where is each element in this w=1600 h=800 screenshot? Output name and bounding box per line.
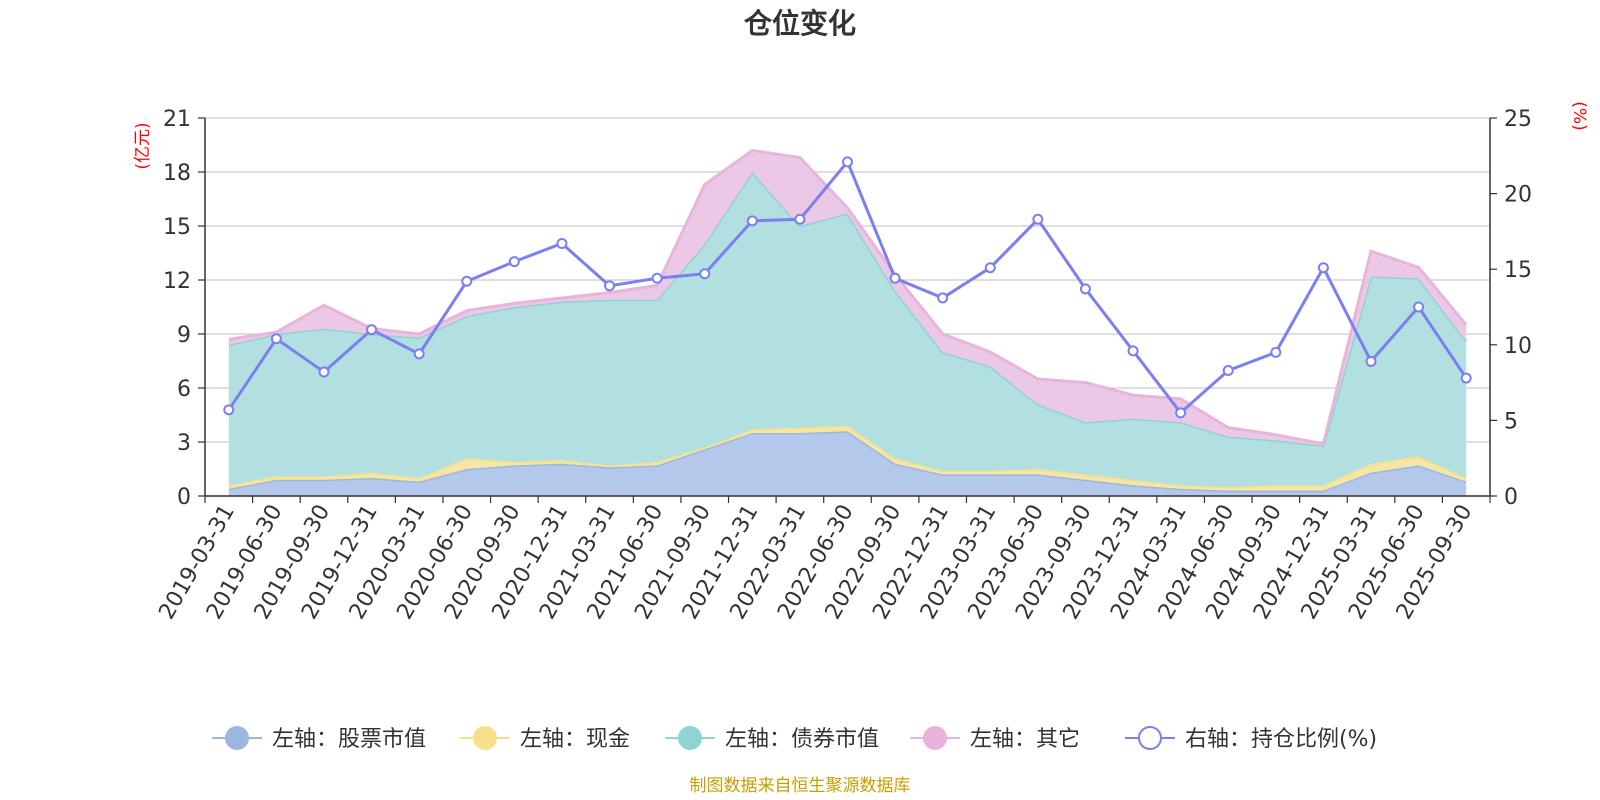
ratio-point (889, 272, 901, 284)
left-tick-label: 3 (177, 431, 191, 456)
area-2 (228, 172, 1467, 487)
legend-label: 左轴：其它 (970, 727, 1080, 752)
ratio-point (794, 213, 806, 225)
ratio-point (413, 348, 425, 360)
ratio-point (1317, 262, 1329, 274)
legend-item: 左轴：债券市值 (665, 726, 879, 752)
ratio-point (1127, 345, 1139, 357)
ratio-point (699, 268, 711, 280)
legend-label: 左轴：债券市值 (725, 727, 879, 752)
right-tick-label: 15 (1504, 258, 1532, 283)
ratio-point (1365, 355, 1377, 367)
ratio-point (556, 237, 568, 249)
right-axis-unit: (%) (1569, 101, 1589, 130)
ratio-point (366, 324, 378, 336)
ratio-point (461, 275, 473, 287)
right-tick-label: 0 (1504, 485, 1518, 510)
left-tick-label: 9 (177, 323, 191, 348)
ratio-point (1175, 407, 1187, 419)
right-tick-label: 20 (1504, 183, 1532, 208)
left-tick-label: 15 (163, 215, 191, 240)
stacked-areas (228, 148, 1468, 496)
left-tick-label: 6 (177, 377, 191, 402)
legend-swatch-marker (1138, 726, 1162, 750)
legend-swatch-marker (923, 726, 947, 750)
ratio-point (1460, 372, 1472, 384)
source-note: 制图数据来自恒生聚源数据库 (690, 776, 911, 796)
legend-label: 左轴：股票市值 (272, 727, 426, 752)
right-tick-label: 5 (1504, 409, 1518, 434)
ratio-point (1079, 283, 1091, 295)
legend-item: 左轴：其它 (910, 726, 1080, 752)
legend-label: 右轴：持仓比例(%) (1185, 727, 1377, 752)
ratio-point (746, 215, 758, 227)
chart-title: 仓位变化 (744, 7, 856, 40)
area-0 (228, 431, 1467, 496)
ratio-point (1222, 365, 1234, 377)
legend-item: 右轴：持仓比例(%) (1125, 726, 1377, 752)
area-edge-3 (228, 148, 1468, 446)
ratio-point (984, 262, 996, 274)
legend-item: 左轴：股票市值 (212, 726, 426, 752)
legend-swatch-marker (225, 726, 249, 750)
ratio-point (842, 156, 853, 168)
ratio-point (318, 366, 330, 378)
right-tick-label: 10 (1504, 334, 1532, 359)
ratio-point (604, 280, 616, 292)
ratio-point (1413, 301, 1425, 313)
left-tick-label: 18 (163, 161, 191, 186)
legend-item: 左轴：现金 (460, 726, 630, 752)
legend-swatch-marker (473, 726, 497, 750)
ratio-point (651, 272, 663, 284)
left-axis-unit: (亿元) (133, 122, 153, 169)
ratio-line (223, 156, 1472, 419)
ratio-point (1270, 346, 1282, 358)
legend-label: 左轴：现金 (520, 727, 630, 752)
ratio-point (223, 404, 235, 416)
legend-swatch-marker (678, 726, 702, 750)
ratio-point (270, 333, 282, 345)
ratio-point (937, 292, 949, 304)
legend: 左轴：股票市值 左轴：现金 左轴：债券市值 左轴：其它 右轴：持仓比例(%) (212, 726, 1377, 752)
left-tick-label: 0 (177, 485, 191, 510)
ratio-point (508, 256, 520, 268)
right-tick-label: 25 (1504, 107, 1532, 132)
left-tick-label: 21 (163, 107, 191, 132)
ratio-point (1032, 213, 1044, 225)
left-tick-label: 12 (163, 269, 191, 294)
